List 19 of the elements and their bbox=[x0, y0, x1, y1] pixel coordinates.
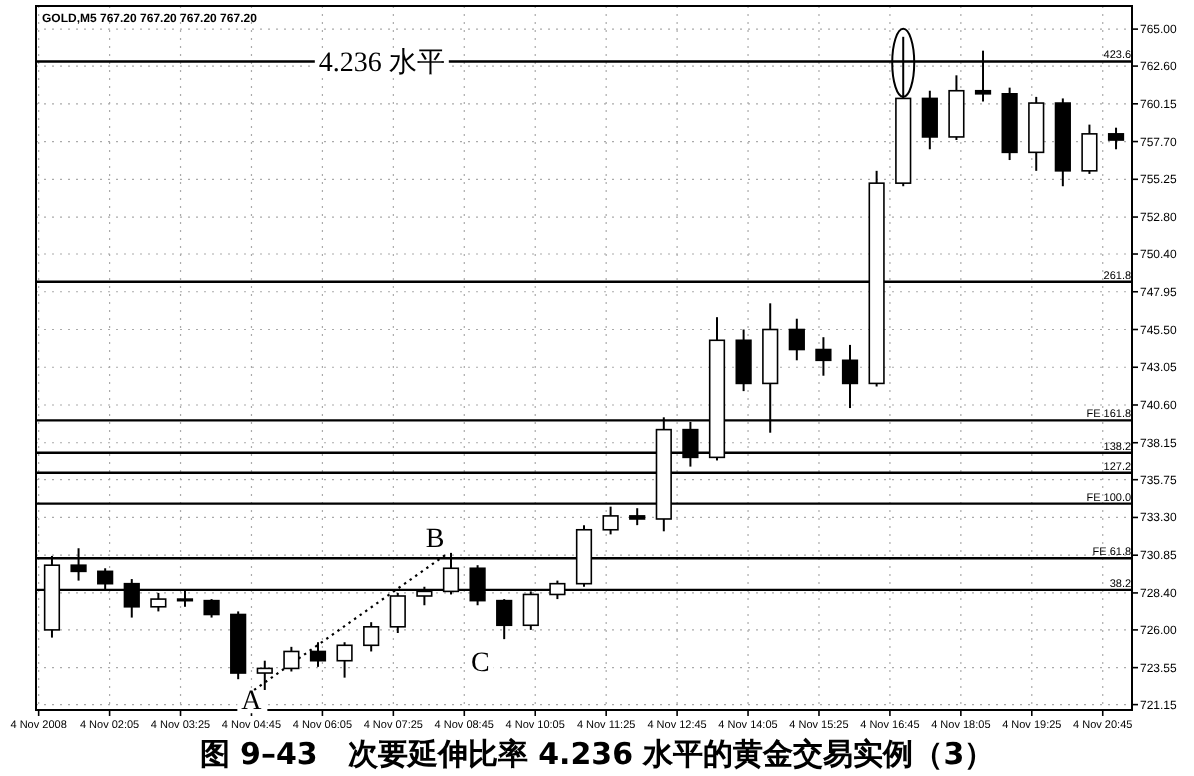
candlestick bbox=[921, 89, 938, 151]
candlestick bbox=[1081, 123, 1098, 175]
candlestick bbox=[948, 74, 965, 142]
candlestick bbox=[496, 598, 513, 641]
candlestick bbox=[815, 336, 832, 377]
candlestick bbox=[841, 343, 859, 410]
annotation: C bbox=[470, 648, 490, 679]
candlestick bbox=[363, 621, 380, 653]
candlestick bbox=[735, 328, 752, 393]
candlestick bbox=[788, 317, 805, 362]
annotation: A bbox=[241, 687, 264, 718]
candlestick bbox=[309, 641, 327, 668]
annotation: B bbox=[425, 525, 445, 556]
text: 图 9–43 次要延伸比率 4.236 水平的黄金交易实例（3） bbox=[199, 736, 995, 772]
candlestick bbox=[1107, 126, 1125, 151]
candlestick bbox=[283, 645, 300, 673]
candlestick bbox=[203, 598, 220, 619]
annotation: 4.236 水平 bbox=[318, 47, 445, 80]
candlestick bbox=[336, 641, 353, 679]
